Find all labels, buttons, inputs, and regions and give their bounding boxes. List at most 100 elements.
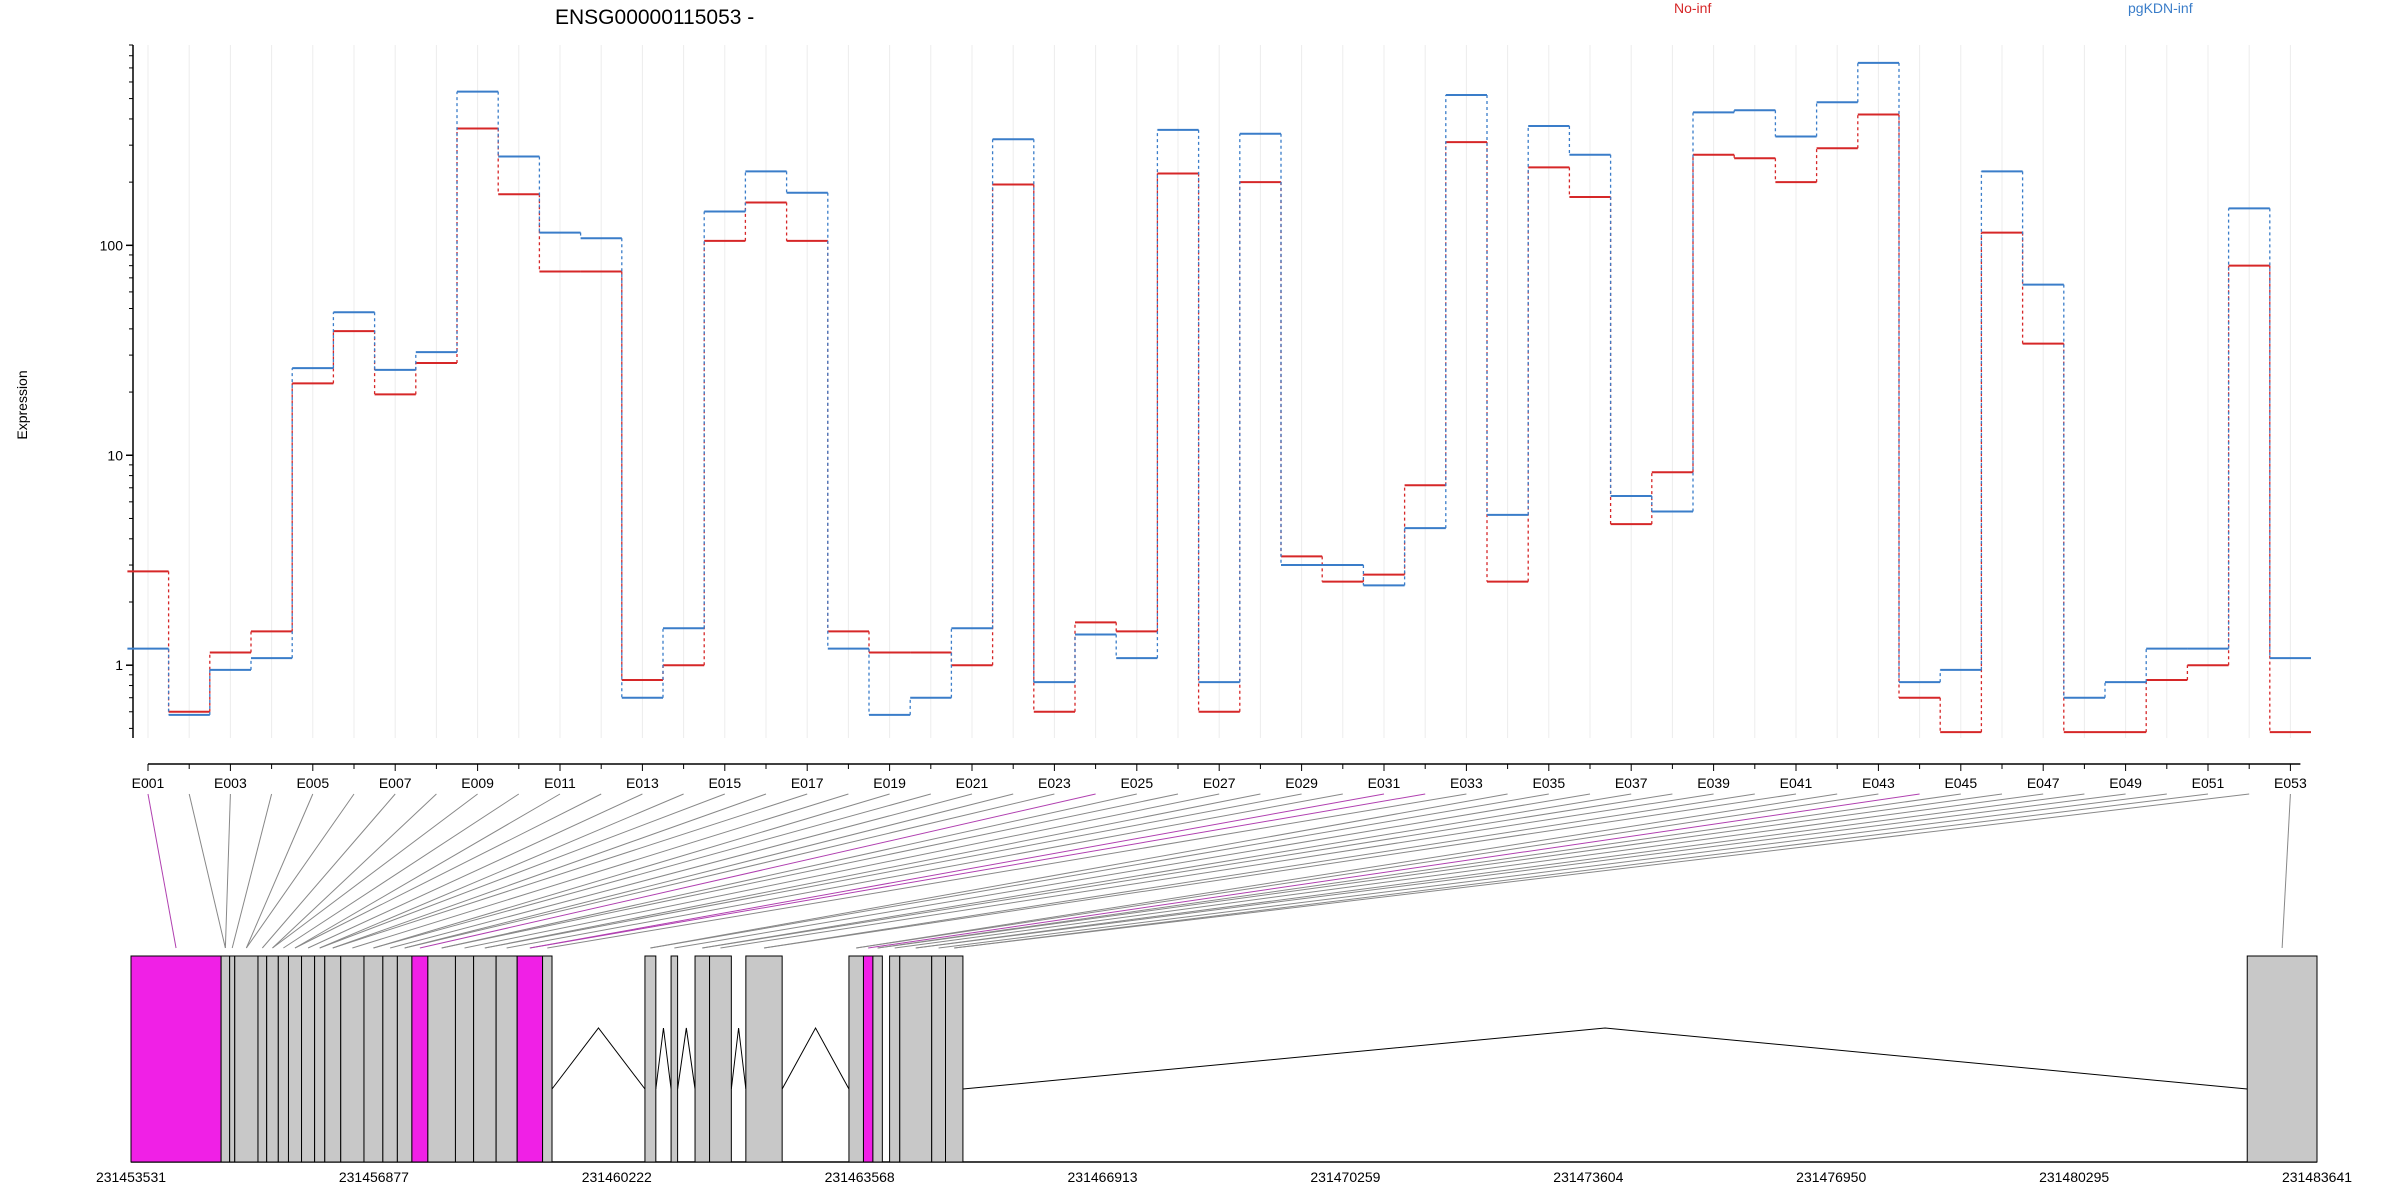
- exon-connectors: [147, 793, 2291, 949]
- exon-box: [363, 955, 384, 1163]
- exon-box: [301, 955, 316, 1163]
- exon-connector: [188, 793, 226, 949]
- exon-connector: [529, 793, 1426, 949]
- x-tick-label: E035: [1532, 775, 1565, 791]
- genomic-coordinate-label: 231463568: [825, 1169, 895, 1185]
- exon-connector: [702, 793, 1673, 949]
- exon-connector: [419, 793, 1096, 949]
- intron-line: [551, 1027, 646, 1090]
- x-tick-label: E043: [1862, 775, 1895, 791]
- intron-line: [730, 1027, 747, 1090]
- exon-connector: [506, 793, 1343, 949]
- exon-box: [745, 955, 783, 1163]
- exon-box: [324, 955, 342, 1163]
- x-tick-label: E011: [544, 775, 576, 791]
- exon-connector: [547, 793, 1467, 949]
- exon-connector: [373, 793, 890, 949]
- exon-box: [234, 955, 259, 1163]
- exon-box-highlighted: [130, 955, 222, 1163]
- exon-connector: [404, 793, 1055, 949]
- exon-connector: [245, 793, 314, 949]
- genomic-coordinate-label: 231476950: [1796, 1169, 1866, 1185]
- exon-box: [931, 955, 947, 1163]
- exon-connector: [404, 793, 1014, 949]
- series-pgkdn-inf: [127, 61, 2311, 716]
- exon-connector: [441, 793, 1179, 949]
- x-tick-label: E039: [1697, 775, 1730, 791]
- exon-connector: [319, 793, 725, 949]
- exon-connector: [915, 793, 2126, 949]
- exon-box: [427, 955, 456, 1163]
- exon-connector: [938, 793, 2167, 949]
- exon-box: [945, 955, 964, 1163]
- exon-connector: [856, 793, 1838, 949]
- exon-connector: [954, 793, 2250, 949]
- x-tick-label: E029: [1285, 775, 1318, 791]
- exon-connector: [877, 793, 2003, 949]
- exon-connector: [763, 793, 1755, 949]
- exon-box: [2246, 955, 2318, 1163]
- exon-connector: [224, 793, 231, 949]
- exon-connector: [283, 793, 520, 949]
- y-tick-label: 10: [107, 447, 123, 463]
- y-tick-label: 1: [115, 657, 123, 673]
- exon-box: [644, 955, 657, 1163]
- x-tick-label: E005: [296, 775, 329, 791]
- exon-box: [287, 955, 303, 1163]
- y-axis: 1 10 100: [100, 44, 134, 738]
- vertical-grid: [147, 45, 2291, 738]
- exon-connector: [763, 793, 1797, 949]
- exon-box: [709, 955, 732, 1163]
- x-tick-label: E013: [626, 775, 659, 791]
- intron-line: [962, 1027, 2248, 1090]
- x-tick-label: E023: [1038, 775, 1071, 791]
- exon-box: [495, 955, 518, 1163]
- exon-box: [848, 955, 864, 1163]
- exon-box: [382, 955, 398, 1163]
- exon-box-highlighted: [411, 955, 429, 1163]
- x-tick-label: E031: [1368, 775, 1401, 791]
- exon-connector: [2281, 793, 2291, 949]
- exon-connector: [954, 793, 2209, 949]
- legend-entry-pgkdn-inf: pgKDN-inf: [2128, 0, 2193, 16]
- exon-connector: [484, 793, 1302, 949]
- x-tick-label: E049: [2109, 775, 2142, 791]
- exon-connector: [650, 793, 1508, 949]
- x-tick-label: E017: [791, 775, 824, 791]
- exon-connector: [373, 793, 931, 949]
- exon-box: [396, 955, 413, 1163]
- exon-box: [542, 955, 553, 1163]
- genomic-coordinate-label: 231470259: [1310, 1169, 1380, 1185]
- exon-connector: [294, 793, 561, 949]
- exon-connector: [389, 793, 973, 949]
- x-tick-label: E019: [873, 775, 906, 791]
- genomic-coordinate-label: 231483641: [2282, 1169, 2352, 1185]
- exon-connector: [894, 793, 2044, 949]
- legend-entry-no-inf: No-inf: [1674, 0, 1711, 16]
- exon-box: [670, 955, 679, 1163]
- x-tick-label: E037: [1615, 775, 1648, 791]
- exon-box: [872, 955, 883, 1163]
- exon-connector: [441, 793, 1137, 949]
- x-tick-label: E015: [708, 775, 741, 791]
- exon-connector: [307, 793, 643, 949]
- exon-box: [473, 955, 497, 1163]
- exon-box: [277, 955, 289, 1163]
- exon-connector: [720, 793, 1714, 949]
- exon-connector: [272, 793, 437, 949]
- exon-connector: [352, 793, 849, 949]
- exon-box: [266, 955, 279, 1163]
- x-tick-label: E007: [379, 775, 412, 791]
- x-tick-label: E045: [1944, 775, 1977, 791]
- exon-box: [889, 955, 901, 1163]
- exon-connector: [868, 793, 1920, 949]
- exon-box: [229, 955, 236, 1163]
- exon-connector: [319, 793, 684, 949]
- exon-connector: [529, 793, 1385, 949]
- intron-line: [655, 1027, 672, 1090]
- exon-connector: [294, 793, 602, 949]
- exon-connector: [877, 793, 1961, 949]
- intron-line: [781, 1026, 850, 1090]
- exon-connector: [674, 793, 1591, 949]
- exon-box: [220, 955, 231, 1163]
